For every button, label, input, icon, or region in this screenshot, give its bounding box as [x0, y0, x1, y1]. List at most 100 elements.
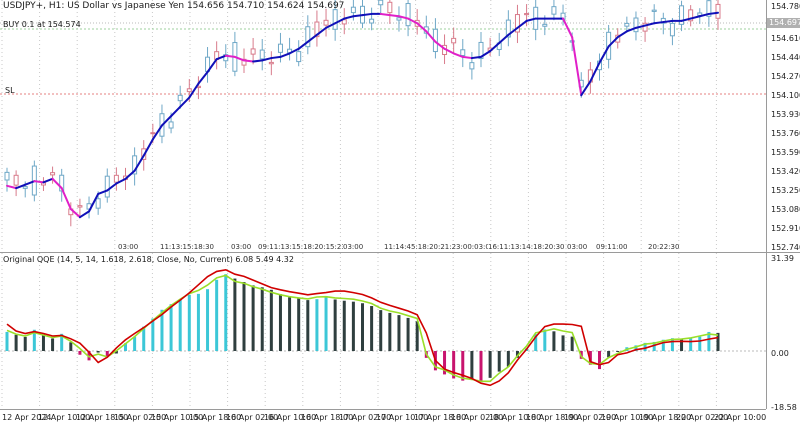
order-line-label[interactable]: BUY 0.1 at 154.574: [3, 20, 81, 29]
qqe-histogram-bar: [333, 299, 337, 351]
qqe-histogram-bar: [452, 350, 456, 379]
moving-average-segment: [662, 19, 674, 24]
qqe-histogram-bar: [87, 350, 91, 361]
price-tick: 153.420: [771, 167, 800, 176]
price-chart-canvas[interactable]: [0, 0, 766, 252]
moving-average-segment: [707, 11, 719, 15]
qqe-histogram-bar: [151, 318, 155, 351]
candle-body: [524, 13, 530, 16]
chart-symbol-header: USDJPY+, H1: US Dollar vs Japanese Yen 1…: [3, 1, 345, 11]
qqe-histogram-bar: [698, 336, 702, 351]
moving-average-segment: [480, 50, 492, 58]
time-tick: 16 Apr 18:00: [301, 413, 354, 422]
candle-body: [542, 23, 548, 27]
qqe-histogram-bar: [315, 299, 319, 351]
moving-average-segment: [252, 59, 264, 63]
candle-body: [150, 132, 156, 135]
moving-average-segment: [78, 210, 91, 219]
qqe-histogram-bar: [497, 350, 501, 372]
moving-average-segment: [516, 19, 528, 29]
qqe-histogram-bar: [105, 350, 109, 357]
moving-average-segment: [306, 33, 318, 43]
moving-average-segment: [407, 17, 419, 25]
qqe-histogram-bar: [570, 336, 574, 351]
time-tick: 19 Apr 02:00: [564, 413, 617, 422]
qqe-histogram-bar: [206, 289, 210, 351]
moving-average-segment: [625, 26, 637, 33]
moving-average-segment: [461, 55, 473, 60]
qqe-histogram-bar: [288, 297, 292, 351]
candle-body: [651, 9, 657, 12]
session-label: 16:11:13:14:18:20:30: [488, 243, 565, 251]
candle-body: [405, 3, 411, 27]
price-tick: 152.910: [771, 224, 800, 233]
session-label: 11:14:45:18:20:21:23:00:03:00: [384, 243, 495, 251]
moving-average-segment: [206, 58, 218, 73]
qqe-histogram-bar: [552, 331, 556, 351]
moving-average-segment: [489, 41, 501, 53]
price-tick: 154.610: [771, 34, 800, 43]
qqe-histogram-bar: [169, 304, 173, 351]
moving-average-segment: [224, 54, 236, 58]
moving-average-segment: [397, 15, 410, 20]
qqe-histogram-bar: [342, 300, 346, 351]
qqe-histogram-bar: [388, 312, 392, 351]
moving-average-segment: [297, 40, 309, 50]
moving-average-segment: [188, 82, 200, 99]
candle-body: [514, 14, 520, 33]
qqe-histogram-bar: [242, 282, 246, 351]
session-label: 03:00: [567, 243, 588, 251]
indicator-tick: 31.39: [771, 254, 794, 263]
time-tick: 16 Apr 02:00: [226, 413, 279, 422]
moving-average-segment: [452, 52, 464, 58]
time-tick: 17 Apr 18:00: [414, 413, 467, 422]
session-label: 11:13:15:18:30: [160, 243, 214, 251]
qqe-histogram-bar: [661, 339, 665, 351]
candle-body: [250, 48, 256, 55]
moving-average-segment: [151, 124, 163, 141]
qqe-indicator-canvas[interactable]: [0, 253, 766, 409]
candle-body: [186, 88, 192, 93]
session-label: 09:11:13:15:18:20:15:23:00: [258, 243, 358, 251]
qqe-histogram-bar: [124, 343, 127, 351]
moving-average-segment: [616, 30, 628, 39]
session-label: 20:22:30: [648, 243, 680, 251]
pane-separator[interactable]: [0, 252, 800, 253]
moving-average-segment: [160, 115, 173, 127]
stop-loss-label[interactable]: SL: [5, 86, 15, 95]
qqe-histogram-bar: [69, 342, 73, 351]
moving-average-segment: [261, 57, 273, 62]
moving-average-segment: [60, 187, 72, 211]
qqe-histogram-bar: [361, 303, 364, 351]
qqe-histogram-bar: [224, 274, 228, 351]
time-axis[interactable]: 12 Apr 2024 12 Apr 10:00 12 Apr 18:00 15…: [0, 409, 766, 425]
qqe-histogram-bar: [269, 289, 273, 351]
candle-body: [113, 174, 119, 183]
moving-average-segment: [698, 12, 710, 18]
moving-average-segment: [653, 21, 665, 25]
qqe-histogram-bar: [133, 336, 137, 351]
candle-body: [259, 49, 265, 60]
moving-average-segment: [288, 47, 300, 55]
qqe-histogram-bar: [515, 350, 519, 358]
candle-body: [296, 51, 302, 63]
time-tick: 22 Apr 02:00: [676, 413, 729, 422]
qqe-histogram-bar: [616, 350, 620, 352]
time-tick: 19 Apr 10:00: [601, 413, 654, 422]
moving-average-segment: [270, 55, 282, 60]
candle-body: [451, 37, 457, 44]
moving-average-segment: [334, 17, 346, 25]
price-tick: 152.740: [771, 243, 800, 252]
time-tick: 18 Apr 18:00: [526, 413, 579, 422]
moving-average-segment: [179, 96, 191, 108]
candle-body: [660, 17, 666, 24]
price-tick: 154.440: [771, 53, 800, 62]
price-chart-pane[interactable]: USDJPY+, H1: US Dollar vs Japanese Yen 1…: [0, 0, 766, 252]
price-axis[interactable]: 154.780 154.610 154.440 154.270 154.100 …: [766, 0, 800, 412]
price-tick: 153.080: [771, 205, 800, 214]
price-tick: 154.100: [771, 91, 800, 100]
qqe-histogram-bar: [160, 309, 164, 351]
qqe-indicator-pane[interactable]: Original QQE (14, 5, 14, 1.618, 2.618, C…: [0, 253, 766, 409]
qqe-histogram-bar: [306, 300, 310, 351]
qqe-histogram-bar: [233, 278, 237, 351]
